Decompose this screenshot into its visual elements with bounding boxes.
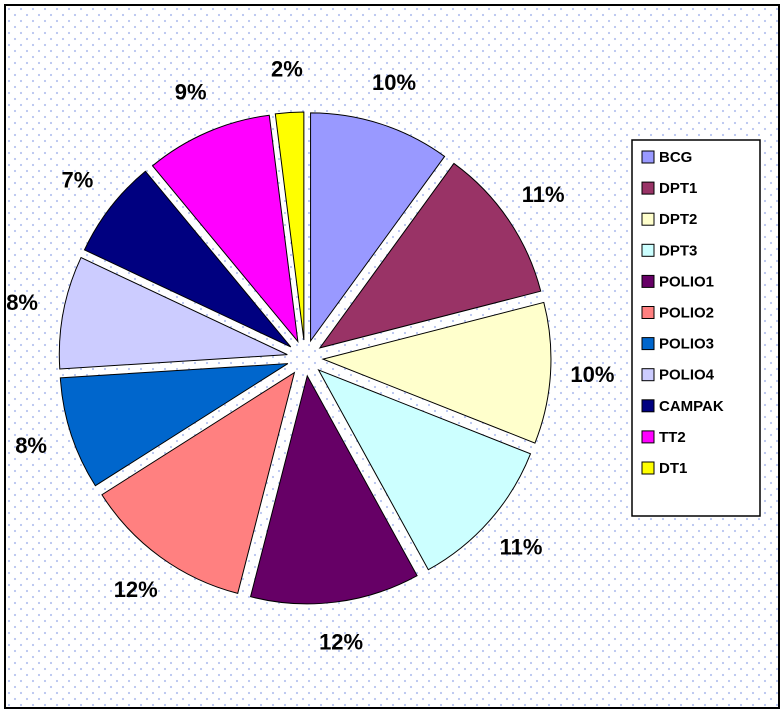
pie-slice bbox=[249, 374, 418, 605]
data-label: 10% bbox=[570, 362, 614, 387]
pie-slice bbox=[310, 112, 446, 343]
pie-slice bbox=[59, 363, 289, 487]
legend-label: POLIO1 bbox=[659, 273, 714, 290]
data-label: 10% bbox=[372, 70, 416, 95]
pie-slice bbox=[321, 301, 552, 444]
pie-slice bbox=[274, 111, 305, 341]
legend-swatch bbox=[641, 337, 655, 351]
data-label: 11% bbox=[500, 534, 543, 559]
legend-label: POLIO3 bbox=[659, 336, 714, 353]
legend-swatch bbox=[641, 430, 655, 444]
legend-box bbox=[631, 139, 761, 517]
legend-swatch bbox=[641, 274, 655, 288]
legend-swatch bbox=[641, 368, 655, 382]
legend-swatch bbox=[641, 243, 655, 257]
pie-slice bbox=[58, 256, 288, 370]
pie-slice bbox=[151, 114, 299, 344]
pie-slice bbox=[317, 368, 532, 571]
legend-label: TT2 bbox=[659, 429, 686, 446]
legend-label: DPT1 bbox=[659, 180, 697, 197]
data-label: 9% bbox=[175, 79, 207, 104]
legend-swatch bbox=[641, 399, 655, 413]
legend-label: DPT3 bbox=[659, 242, 697, 259]
data-label: 7% bbox=[62, 167, 94, 192]
legend-label: CAMPAK bbox=[659, 398, 724, 415]
legend-swatch bbox=[641, 150, 655, 164]
legend-label: DPT2 bbox=[659, 211, 697, 228]
data-label: 8% bbox=[6, 290, 38, 315]
legend-swatch bbox=[641, 306, 655, 319]
pie-slice bbox=[101, 371, 296, 595]
legend-swatch bbox=[641, 212, 655, 226]
data-label: 12% bbox=[114, 577, 158, 602]
data-label: 12% bbox=[319, 630, 363, 655]
legend-label: BCG bbox=[659, 149, 692, 166]
data-label: 11% bbox=[522, 182, 565, 207]
data-label: 8% bbox=[15, 433, 47, 458]
pie-slice bbox=[318, 162, 542, 349]
legend-label: DT1 bbox=[659, 460, 687, 477]
legend-label: POLIO2 bbox=[659, 304, 714, 321]
data-label: 2% bbox=[271, 56, 303, 81]
pie-slice bbox=[83, 170, 292, 348]
legend-swatch bbox=[641, 461, 655, 475]
legend-swatch bbox=[641, 181, 655, 195]
legend-label: POLIO4 bbox=[659, 367, 715, 384]
